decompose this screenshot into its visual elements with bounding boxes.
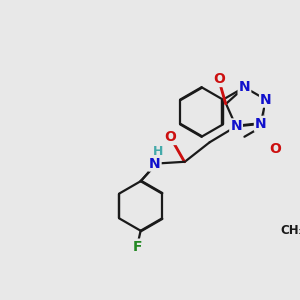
Text: H: H [153, 145, 164, 158]
Text: N: N [149, 157, 160, 170]
Text: N: N [260, 93, 272, 106]
Text: N: N [230, 119, 242, 134]
Text: O: O [213, 72, 225, 86]
Text: CH₃: CH₃ [280, 224, 300, 237]
Text: N: N [255, 117, 266, 131]
Text: N: N [238, 80, 250, 94]
Text: O: O [269, 142, 280, 156]
Text: F: F [132, 240, 142, 254]
Text: O: O [165, 130, 177, 144]
